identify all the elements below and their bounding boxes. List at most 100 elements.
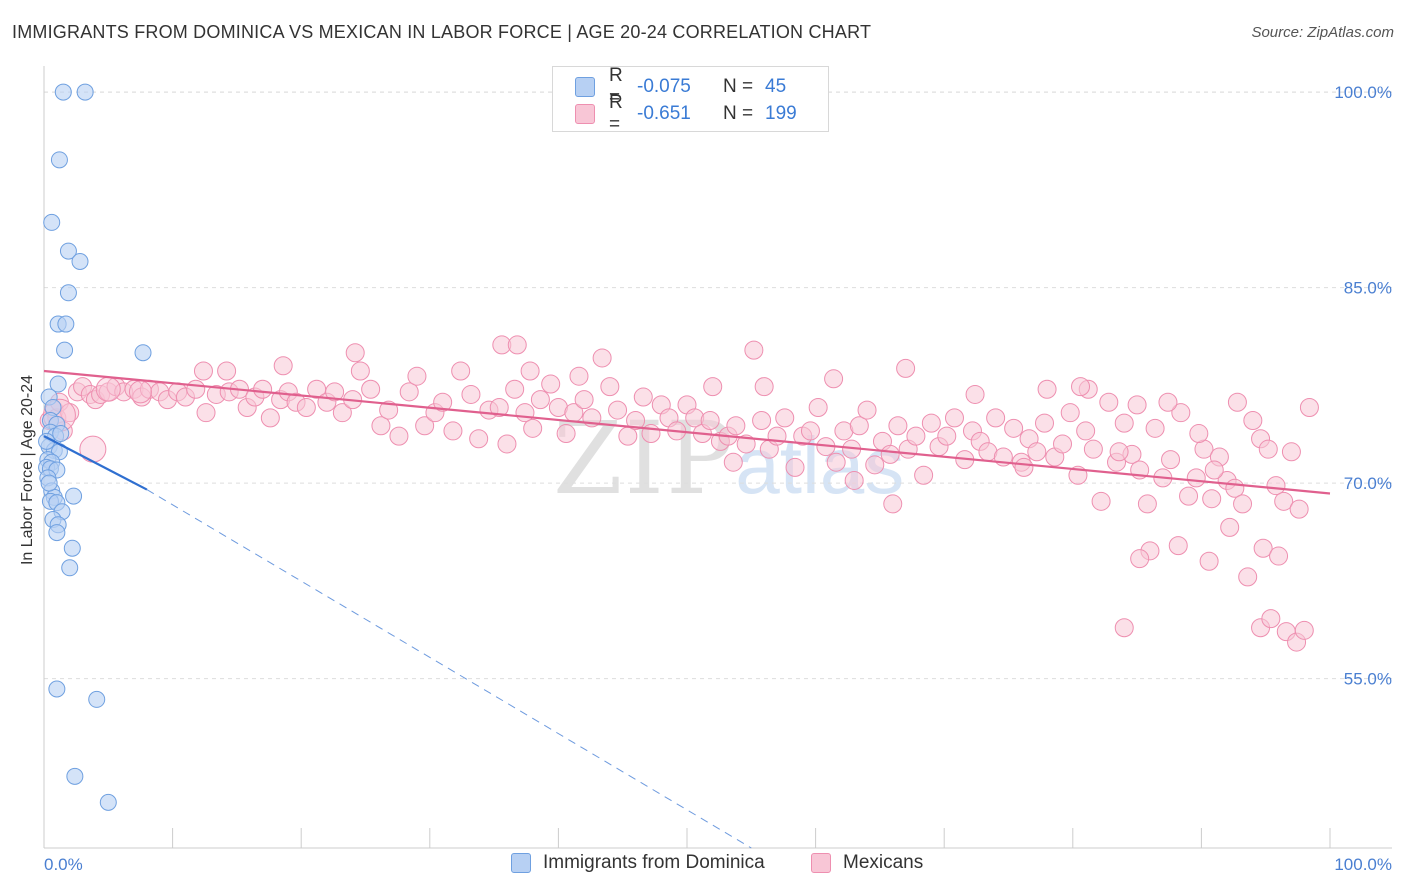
dominica-point [50,151,68,169]
mexicans-point [260,408,280,428]
mexicans-point [844,470,864,490]
mexicans-point [95,376,121,402]
mexicans-point [79,435,107,463]
mexicans-point [1186,468,1206,488]
mexicans-point [332,403,352,423]
source-label: Source: ZipAtlas.com [1251,24,1394,41]
mexicans-point [1179,486,1199,506]
mexicans-point [1233,494,1253,514]
dominica-point [59,242,77,260]
mexicans-point [1238,567,1258,587]
mexicans-point [1114,413,1134,433]
series-legend: Immigrants from Dominica Mexicans [0,852,1406,878]
mexicans-point [857,400,877,420]
mexicans-point [800,421,820,441]
mexicans-point [700,411,720,431]
legend-r-value: -0.651 [637,103,691,124]
mexicans-point [1261,609,1281,629]
mexicans-point [193,361,213,381]
mexicans-point [600,377,620,397]
legend-row-dominica: R = -0.075 N = 45 [575,65,786,108]
y-tick-labels: 100.0% 85.0% 70.0% 55.0% [1334,83,1392,688]
mexicans-point [896,358,916,378]
mexicans-point [556,424,576,444]
mexicans-point [703,377,723,397]
legend-r-label: R = [609,65,623,108]
mexicans-point [1227,392,1247,412]
trend-lines [43,369,1331,849]
dominica-point [61,559,79,577]
mexicans-point [128,380,152,404]
dominica-point [76,83,94,101]
dominica-point [65,487,83,505]
legend-swatch-mexicans [811,853,831,873]
mexicans-point [723,452,743,472]
mexicans-point [1071,377,1091,397]
legend-label-mexicans: Mexicans [843,852,924,873]
mexicans-point [744,340,764,360]
mexicans-point [273,356,293,376]
mexicans-point [865,455,885,475]
legend-item-dominica[interactable]: Immigrants from Dominica [511,852,765,874]
axes [43,66,1392,849]
dominica-trend-line [43,435,148,491]
mexicans-point [906,426,926,446]
mexicans-point [443,421,463,441]
mexicans-point [1053,434,1073,454]
mexicans-point [824,369,844,389]
mexicans-point [1294,620,1314,640]
dominica-point [134,344,152,362]
mexicans-point [1243,411,1263,431]
legend-r-value: -0.075 [637,76,691,97]
mexicans-point [433,392,453,412]
mexicans-point [497,434,517,454]
mexicans-point [726,416,746,436]
mexicans-point [1130,549,1150,569]
mexicans-point [507,335,527,355]
mexicans-point [1168,536,1188,556]
legend-r-label: R = [609,92,623,135]
mexicans-point [1289,499,1309,519]
mexicans-point [1127,395,1147,415]
mexicans-point [944,408,964,428]
mexicans-point [808,397,828,417]
mexicans-point [1161,450,1181,470]
dominica-point [48,524,66,542]
mexicans-point [415,416,435,436]
dominica-point [66,767,84,785]
mexicans-point [1266,476,1286,496]
stats-legend: R = -0.075 N = 45 R = -0.651 N = 199 [552,65,829,135]
mexicans-point [399,382,419,402]
mexicans-point [921,413,941,433]
dominica-point [99,793,117,811]
dominica-point [57,315,75,333]
mexicans-point [880,444,900,464]
mexicans-point [1114,618,1134,638]
y-tick-label: 85.0% [1344,279,1392,298]
mexicans-point [217,361,237,381]
mexicans-point [1109,442,1129,462]
legend-n-value: 199 [765,103,797,124]
dominica-point [63,539,81,557]
mexicans-point [775,408,795,428]
mexicans-point [1274,491,1294,511]
mexicans-point [345,343,365,363]
mexicans-point [1076,421,1096,441]
mexicans-point [608,400,628,420]
mexicans-point [1027,442,1047,462]
mexicans-point [1014,457,1034,477]
mexicans-point [1299,397,1319,417]
mexicans-point [752,411,772,431]
dominica-point [48,680,66,698]
y-tick-label: 70.0% [1344,474,1392,493]
legend-item-mexicans[interactable]: Mexicans [811,852,923,874]
mexicans-point [826,452,846,472]
mexicans-point [325,382,345,402]
legend-n-label: N = [723,103,754,124]
mexicans-points [39,335,1319,652]
mexicans-point [1037,379,1057,399]
mexicans-point [489,397,509,417]
dominica-point [54,83,72,101]
mexicans-point [1269,546,1289,566]
mexicans-point [1083,439,1103,459]
